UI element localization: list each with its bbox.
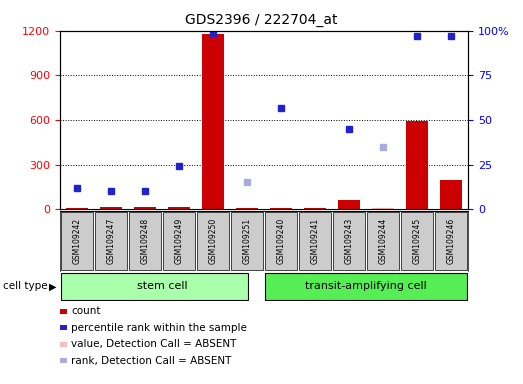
FancyBboxPatch shape — [333, 212, 365, 270]
Bar — [304, 208, 326, 209]
Text: value, Detection Call = ABSENT: value, Detection Call = ABSENT — [71, 339, 236, 349]
FancyBboxPatch shape — [231, 212, 263, 270]
FancyBboxPatch shape — [299, 212, 331, 270]
Bar — [236, 208, 258, 209]
Bar — [406, 121, 428, 209]
Text: GSM109246: GSM109246 — [447, 218, 456, 264]
Text: GSM109243: GSM109243 — [345, 218, 354, 264]
FancyBboxPatch shape — [197, 212, 229, 270]
FancyBboxPatch shape — [401, 212, 433, 270]
Text: GSM109250: GSM109250 — [209, 218, 218, 264]
Text: rank, Detection Call = ABSENT: rank, Detection Call = ABSENT — [71, 356, 232, 366]
Text: cell type: cell type — [3, 281, 47, 291]
Text: count: count — [71, 306, 100, 316]
FancyBboxPatch shape — [61, 212, 93, 270]
FancyBboxPatch shape — [367, 212, 399, 270]
Text: transit-amplifying cell: transit-amplifying cell — [305, 281, 427, 291]
Text: GSM109247: GSM109247 — [107, 218, 116, 264]
Text: GSM109249: GSM109249 — [175, 218, 184, 264]
Bar — [372, 208, 394, 209]
Bar — [440, 180, 462, 209]
Text: GSM109251: GSM109251 — [243, 218, 252, 264]
Bar — [134, 207, 156, 209]
Bar — [202, 34, 224, 209]
Text: stem cell: stem cell — [137, 281, 187, 291]
Bar — [168, 207, 190, 209]
FancyBboxPatch shape — [265, 212, 297, 270]
Bar — [100, 207, 122, 209]
FancyBboxPatch shape — [163, 212, 195, 270]
Text: percentile rank within the sample: percentile rank within the sample — [71, 323, 247, 333]
Bar — [270, 208, 292, 209]
FancyBboxPatch shape — [265, 273, 467, 300]
Text: ▶: ▶ — [49, 281, 56, 291]
Text: GDS2396 / 222704_at: GDS2396 / 222704_at — [185, 13, 338, 27]
Text: GSM109245: GSM109245 — [413, 218, 422, 264]
FancyBboxPatch shape — [129, 212, 161, 270]
FancyBboxPatch shape — [435, 212, 467, 270]
FancyBboxPatch shape — [61, 273, 248, 300]
Text: GSM109242: GSM109242 — [73, 218, 82, 264]
Bar — [338, 200, 360, 209]
Text: GSM109241: GSM109241 — [311, 218, 320, 264]
Text: GSM109240: GSM109240 — [277, 218, 286, 264]
Text: GSM109244: GSM109244 — [379, 218, 388, 264]
Bar — [66, 208, 88, 209]
Text: GSM109248: GSM109248 — [141, 218, 150, 264]
FancyBboxPatch shape — [95, 212, 127, 270]
